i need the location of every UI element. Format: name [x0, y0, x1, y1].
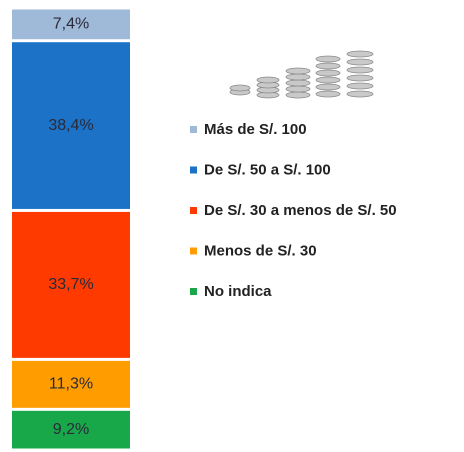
bar-segment [12, 9, 130, 40]
coins-image [229, 50, 374, 99]
legend-label: De S/. 50 a S/. 100 [204, 161, 331, 178]
legend-label: Más de S/. 100 [204, 121, 307, 138]
bar-segment [12, 211, 130, 358]
legend-marker [190, 247, 197, 255]
value-label: 38,4% [48, 117, 93, 134]
legend-marker [190, 126, 197, 133]
value-label: 11,3% [49, 376, 93, 393]
value-label: 9,2% [53, 421, 89, 438]
legend-label: Menos de S/. 30 [204, 242, 317, 259]
value-label: 33,7% [48, 276, 93, 293]
legend-marker [190, 166, 197, 174]
bar-segment [12, 410, 130, 449]
legend-label: De S/. 30 a menos de S/. 50 [204, 202, 397, 219]
value-label: 7,4% [53, 16, 89, 33]
bar-segment [12, 42, 130, 209]
legend-marker [190, 207, 197, 214]
legend-marker [190, 288, 197, 295]
bar-segment [12, 360, 130, 408]
legend-label: No indica [204, 283, 272, 300]
